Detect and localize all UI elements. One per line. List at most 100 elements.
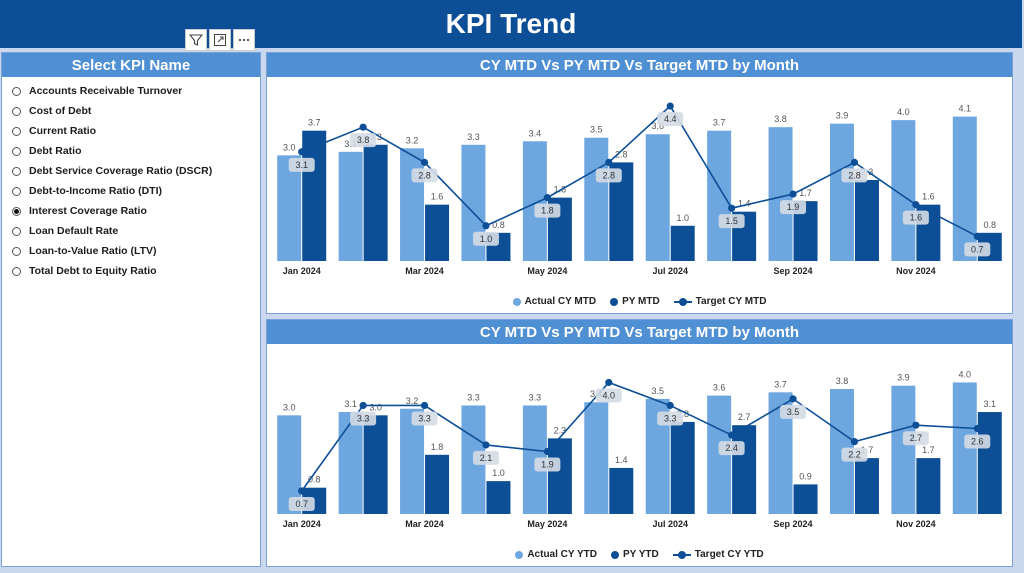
data-label-target: 2.7 bbox=[910, 433, 923, 443]
legend-swatch bbox=[512, 297, 521, 306]
target-point bbox=[605, 378, 613, 387]
data-label-py: 3.7 bbox=[308, 118, 321, 128]
slicer-item-label: Debt Service Coverage Ratio (DSCR) bbox=[29, 165, 213, 177]
legend-item[interactable]: PY YTD bbox=[610, 549, 659, 560]
target-label-box bbox=[780, 404, 807, 419]
slicer-item[interactable]: Debt-to-Income Ratio (DTI) bbox=[12, 181, 260, 201]
data-label-py: 1.0 bbox=[492, 468, 505, 478]
data-label-actual: 3.6 bbox=[713, 383, 726, 393]
slicer-item[interactable]: Cost of Debt bbox=[12, 101, 260, 121]
target-point bbox=[482, 222, 490, 230]
legend-item[interactable]: Actual CY MTD bbox=[512, 296, 596, 307]
radio-button[interactable] bbox=[12, 206, 21, 216]
radio-button[interactable] bbox=[12, 106, 21, 116]
slicer-item[interactable]: Accounts Receivable Turnover bbox=[12, 81, 260, 101]
data-label-actual: 3.8 bbox=[774, 114, 787, 124]
radio-button[interactable] bbox=[12, 226, 21, 236]
target-point bbox=[850, 438, 859, 446]
data-label-target: 3.8 bbox=[357, 135, 370, 145]
target-label-box bbox=[780, 200, 807, 215]
kpi-slicer: Select KPI Name Accounts Receivable Turn… bbox=[1, 52, 261, 567]
slicer-item[interactable]: Debt Service Coverage Ratio (DSCR) bbox=[12, 161, 260, 181]
legend-item[interactable]: Actual CY YTD bbox=[515, 549, 597, 560]
data-label-actual: 3.3 bbox=[467, 132, 480, 142]
data-label-py: 1.4 bbox=[615, 455, 628, 465]
legend-label: PY MTD bbox=[622, 296, 660, 307]
data-label-target: 2.1 bbox=[480, 453, 493, 463]
target-point bbox=[850, 158, 859, 166]
bar-py bbox=[547, 438, 572, 514]
slicer-title: Select KPI Name bbox=[2, 53, 260, 77]
slicer-item[interactable]: Interest Coverage Ratio bbox=[12, 201, 260, 221]
slicer-item[interactable]: Debt Ratio bbox=[12, 141, 260, 161]
x-tick-label: Nov 2024 bbox=[896, 519, 936, 529]
data-label-actual: 3.0 bbox=[283, 402, 296, 412]
target-point bbox=[728, 431, 736, 439]
target-label-box bbox=[964, 434, 991, 449]
data-label-target: 3.3 bbox=[664, 413, 677, 423]
target-point bbox=[912, 421, 920, 429]
bar-py bbox=[977, 412, 1002, 514]
legend-item[interactable]: PY MTD bbox=[610, 296, 660, 307]
data-label-py: 0.8 bbox=[492, 220, 505, 230]
bar-py bbox=[425, 454, 450, 514]
data-label-actual: 3.8 bbox=[836, 376, 849, 386]
data-label-target: 2.6 bbox=[971, 436, 984, 446]
data-label-py: 2.8 bbox=[615, 149, 628, 159]
data-label-actual: 3.9 bbox=[897, 373, 910, 383]
data-label-py: 1.4 bbox=[738, 199, 751, 209]
chart-panel-mtd: CY MTD Vs PY MTD Vs Target MTD by Month … bbox=[266, 52, 1013, 314]
target-point bbox=[789, 395, 797, 403]
x-tick-label: Jul 2024 bbox=[652, 266, 688, 276]
target-point bbox=[666, 401, 674, 410]
slicer-item[interactable]: Loan-to-Value Ratio (LTV) bbox=[12, 241, 260, 261]
data-label-actual: 4.0 bbox=[897, 107, 910, 117]
target-point bbox=[789, 190, 797, 198]
target-point bbox=[298, 487, 306, 495]
bar-py bbox=[363, 415, 388, 514]
chart-title-mtd: CY MTD Vs PY MTD Vs Target MTD by Month bbox=[267, 53, 1012, 77]
target-line bbox=[301, 381, 978, 492]
chart-panel-ytd: CY MTD Vs PY MTD Vs Target MTD by Month … bbox=[266, 319, 1013, 567]
target-label-box bbox=[411, 168, 438, 183]
more-options-icon[interactable] bbox=[233, 29, 255, 51]
legend-item[interactable]: Target CY MTD bbox=[673, 296, 766, 307]
data-label-py: 1.6 bbox=[922, 192, 935, 202]
radio-button[interactable] bbox=[12, 166, 21, 176]
bar-py bbox=[425, 204, 450, 261]
target-point bbox=[973, 424, 981, 433]
data-label-py: 0.8 bbox=[308, 475, 321, 485]
radio-button[interactable] bbox=[12, 126, 21, 136]
data-label-actual: 3.3 bbox=[467, 392, 480, 402]
legend-item[interactable]: Target CY YTD bbox=[672, 549, 764, 560]
slicer-item-label: Accounts Receivable Turnover bbox=[29, 85, 183, 97]
slicer-item[interactable]: Current Ratio bbox=[12, 121, 260, 141]
x-tick-label: May 2024 bbox=[527, 266, 567, 276]
filter-icon[interactable] bbox=[185, 29, 207, 51]
focus-mode-icon[interactable] bbox=[209, 29, 231, 51]
radio-button[interactable] bbox=[12, 86, 21, 96]
x-tick-label: Mar 2024 bbox=[405, 519, 444, 529]
data-label-actual: 4.0 bbox=[959, 369, 972, 379]
legend-label: Actual CY YTD bbox=[527, 549, 597, 560]
target-label-box bbox=[841, 447, 868, 462]
slicer-item-label: Total Debt to Equity Ratio bbox=[29, 265, 157, 277]
x-tick-label: Sep 2024 bbox=[774, 519, 813, 529]
bar-actual bbox=[400, 408, 425, 514]
legend-swatch bbox=[672, 550, 691, 559]
radio-button[interactable] bbox=[12, 246, 21, 256]
legend-swatch bbox=[673, 297, 692, 306]
legend-swatch bbox=[610, 550, 619, 559]
slicer-item-label: Debt-to-Income Ratio (DTI) bbox=[29, 185, 162, 197]
slicer-item[interactable]: Loan Default Rate bbox=[12, 221, 260, 241]
slicer-item[interactable]: Total Debt to Equity Ratio bbox=[12, 261, 260, 281]
target-label-box bbox=[657, 112, 684, 127]
data-label-py: 2.3 bbox=[554, 425, 567, 435]
bar-py bbox=[732, 425, 757, 514]
legend-ytd: Actual CY YTD PY YTD Target CY YTD bbox=[267, 549, 1012, 560]
target-label-box bbox=[350, 133, 377, 148]
radio-button[interactable] bbox=[12, 146, 21, 156]
radio-button[interactable] bbox=[12, 186, 21, 196]
radio-button[interactable] bbox=[12, 266, 21, 276]
data-label-target: 3.3 bbox=[357, 413, 370, 423]
